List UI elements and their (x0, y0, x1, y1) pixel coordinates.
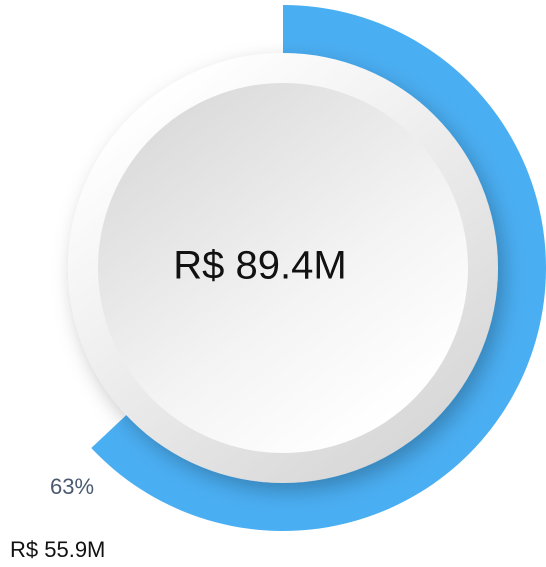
amount-label: R$ 55.9M (10, 537, 105, 562)
dial-face (98, 83, 468, 453)
total-label: R$ 89.4M (173, 244, 346, 288)
percent-label: 63% (50, 474, 94, 499)
